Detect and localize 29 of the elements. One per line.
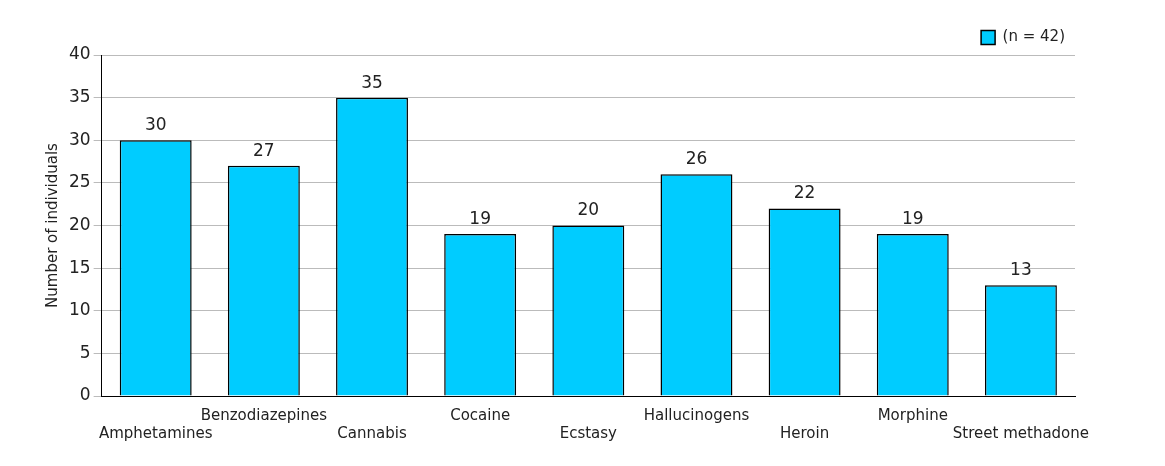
legend-label: (n = 42) [1002,27,1065,46]
x-tick-label: Cocaine [450,405,511,424]
x-tick-label: Morphine [877,405,948,424]
y-tick-label: 35 [68,86,91,107]
x-tick-label: Benzodiazepines [200,405,328,424]
data-label: 26 [685,148,708,169]
y-tick-label: 40 [68,43,91,64]
y-axis-title: Number of individuals [42,142,61,308]
y-tick-label: 20 [68,213,91,234]
data-label: 19 [469,207,491,228]
y-tick-label: 30 [68,128,91,149]
x-tick-label: Ecstasy [559,423,618,442]
x-tick-label: Cannabis [337,423,407,442]
y-tick-label: 25 [68,171,91,192]
data-label: 20 [577,199,600,220]
y-tick-label: 10 [68,299,91,320]
data-label: 27 [253,139,275,160]
data-label: 35 [361,71,383,92]
y-tick-label: 15 [68,256,91,277]
x-tick-label: Street methadone [952,423,1090,442]
data-label: 30 [144,114,167,135]
y-tick-label: 5 [79,341,91,362]
x-tick-label: Heroin [780,423,830,442]
data-label: 13 [1010,259,1032,280]
data-label: 22 [793,182,816,203]
y-tick-label: 0 [79,384,91,405]
x-tick-label: Amphetamines [98,423,213,442]
x-tick-label: Hallucinogens [643,405,750,424]
data-label: 19 [901,207,924,228]
